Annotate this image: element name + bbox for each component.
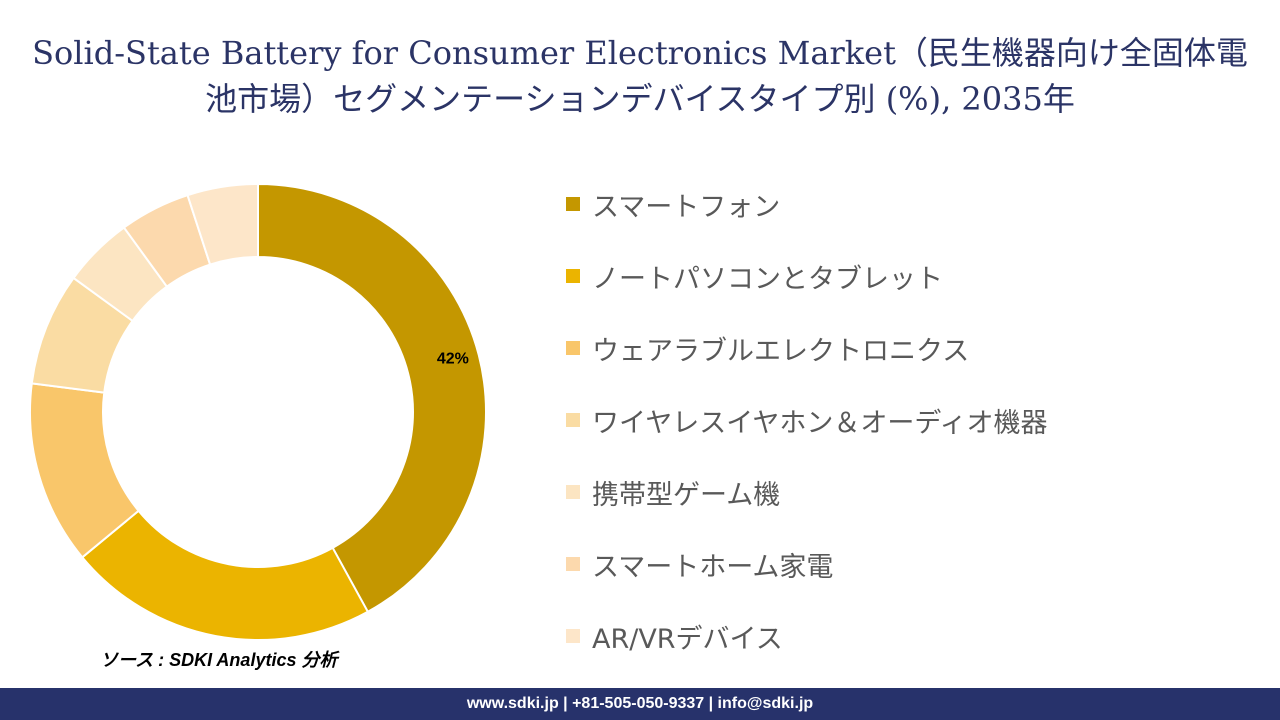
legend-label: ウェアラブルエレクトロニクス bbox=[592, 335, 970, 367]
legend-swatch bbox=[566, 269, 580, 283]
chart-legend: スマートフォンノートパソコンとタブレット ウェアラブルエレクトロニクスワイヤレスイ… bbox=[566, 168, 1266, 672]
legend-label: スマートホーム家電 bbox=[592, 551, 834, 583]
legend-swatch bbox=[566, 413, 580, 427]
legend-label: AR/VRデバイス bbox=[592, 623, 783, 655]
footer-contact: www.sdki.jp | +81-505-050-9337 | info@sd… bbox=[0, 688, 1280, 720]
legend-item: スマートホーム家電 bbox=[566, 528, 1266, 600]
legend-label: ノートパソコンとタブレット bbox=[592, 263, 943, 295]
legend-item: 携帯型ゲーム機 bbox=[566, 456, 1266, 528]
chart-title: Solid-State Battery for Consumer Electro… bbox=[32, 34, 1248, 118]
legend-swatch bbox=[566, 557, 580, 571]
legend-item: ワイヤレスイヤホン＆オーディオ機器 bbox=[566, 384, 1266, 456]
legend-swatch bbox=[566, 629, 580, 643]
legend-item: スマートフォン bbox=[566, 168, 1266, 240]
donut-chart: 42% bbox=[29, 182, 487, 641]
donut-slice bbox=[186, 182, 259, 266]
legend-label: スマートフォン bbox=[592, 191, 781, 223]
legend-swatch bbox=[566, 485, 580, 499]
legend-item: ウェアラブルエレクトロニクス bbox=[566, 312, 1266, 384]
legend-swatch bbox=[566, 341, 580, 355]
legend-swatch bbox=[566, 197, 580, 211]
slice-data-label: 42% bbox=[437, 351, 469, 368]
donut-slice bbox=[257, 182, 487, 614]
legend-item: ノートパソコンとタブレット bbox=[566, 240, 1266, 312]
source-note: ソース : SDKI Analytics 分析 bbox=[100, 650, 338, 670]
donut-slice bbox=[80, 509, 370, 641]
legend-label: ワイヤレスイヤホン＆オーディオ機器 bbox=[592, 407, 1048, 439]
legend-item: AR/VRデバイス bbox=[566, 600, 1266, 672]
legend-label: 携帯型ゲーム機 bbox=[592, 479, 781, 511]
